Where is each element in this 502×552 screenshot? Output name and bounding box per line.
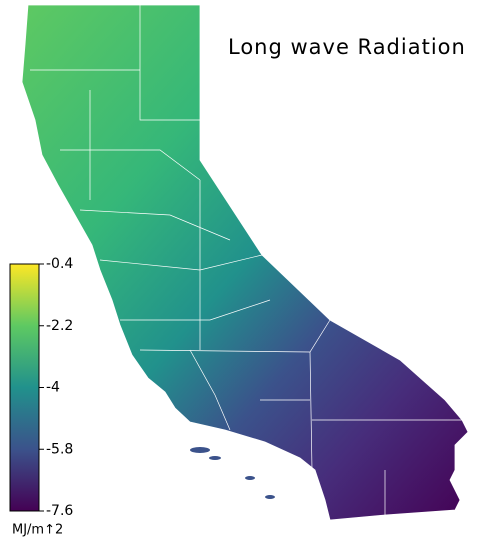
colorbar-tick-label: -5.8 [46, 441, 73, 457]
colorbar-tick-label: -0.4 [46, 256, 73, 272]
colorbar-tick-label: -2.2 [46, 318, 73, 334]
islands [190, 447, 275, 499]
colorbar-tick-label: -7.6 [46, 503, 73, 519]
colorbar [9, 263, 40, 512]
title: Long wave Radiation [228, 35, 466, 59]
california [21, 4, 469, 521]
county-lines [30, 5, 465, 515]
colorbar-tick-label: -4 [46, 380, 60, 396]
colorbar-unit: MJ/m↑2 [12, 523, 63, 538]
